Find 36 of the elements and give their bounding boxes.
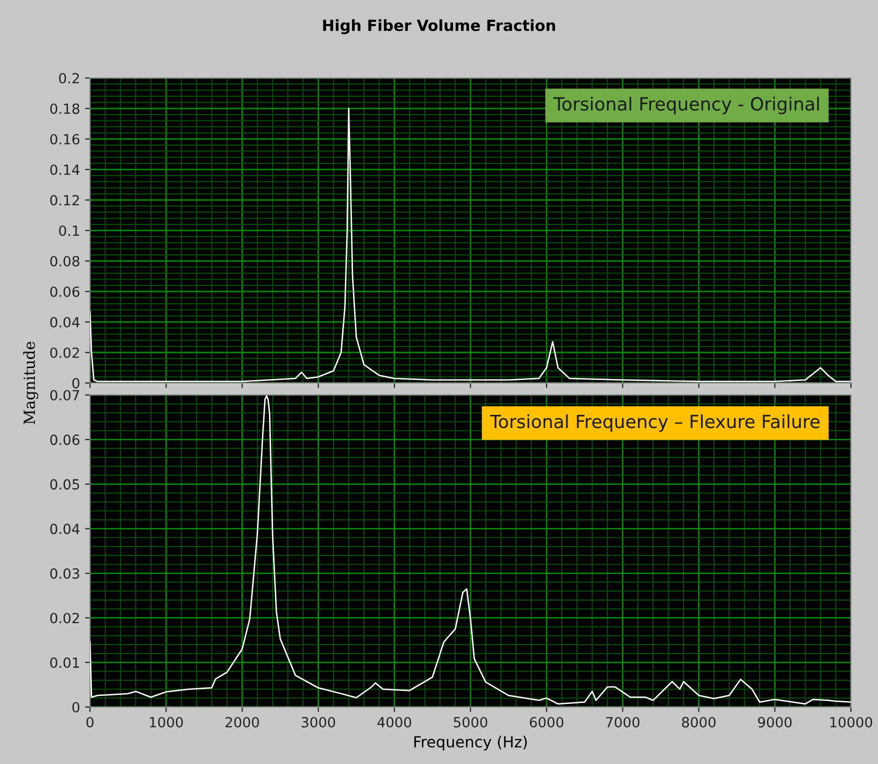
- x-tick-label: 9000: [758, 716, 792, 728]
- y-tick-label: 0.02: [50, 347, 79, 358]
- x-tick-label: 7000: [606, 716, 640, 728]
- y-tick-label: 0.14: [50, 164, 80, 175]
- y-tick-label: 0: [72, 702, 80, 712]
- x-tick-label: 5000: [454, 716, 488, 728]
- y-tick-label: 0.12: [50, 194, 79, 206]
- x-tick-label: 8000: [682, 716, 716, 728]
- y-axis-title: Magnitude: [23, 342, 38, 424]
- y-tick-label: 0.02: [50, 612, 79, 624]
- y-tick-label: 0.01: [50, 657, 79, 668]
- x-tick-label: 2000: [226, 716, 259, 728]
- y-tick-label: 0.05: [50, 479, 80, 490]
- x-tick-label: 1000: [150, 716, 183, 728]
- y-tick-label: 0.03: [50, 568, 80, 579]
- y-tick-label: 0.04: [50, 316, 80, 328]
- annotation: Torsional Frequency – Flexure Failure: [490, 414, 820, 432]
- y-tick-label: 0.2: [59, 72, 79, 84]
- y-tick-label: 0.18: [50, 103, 80, 114]
- x-tick-label: 4000: [377, 716, 412, 728]
- x-tick-label: 3000: [302, 716, 336, 728]
- y-tick-label: 0.08: [50, 256, 80, 266]
- y-tick-label: 0.1: [59, 225, 79, 236]
- y-tick-label: 0.06: [50, 434, 80, 446]
- y-tick-label: 0.06: [50, 286, 80, 297]
- y-tick-label: 0: [72, 378, 80, 388]
- x-tick-label: 0: [86, 716, 94, 728]
- line-series: [90, 395, 851, 705]
- y-tick-label: 0.16: [50, 134, 80, 144]
- x-tick-label: 10000: [830, 716, 872, 728]
- x-axis-title: Frequency (Hz): [414, 736, 527, 751]
- x-tick-label: 6000: [530, 716, 564, 728]
- y-tick-label: 0.04: [50, 524, 80, 534]
- y-tick-label: 0.07: [50, 390, 80, 400]
- annotation: Torsional Frequency - Original: [553, 96, 819, 114]
- chart-title: High Fiber Volume Fraction: [323, 19, 556, 34]
